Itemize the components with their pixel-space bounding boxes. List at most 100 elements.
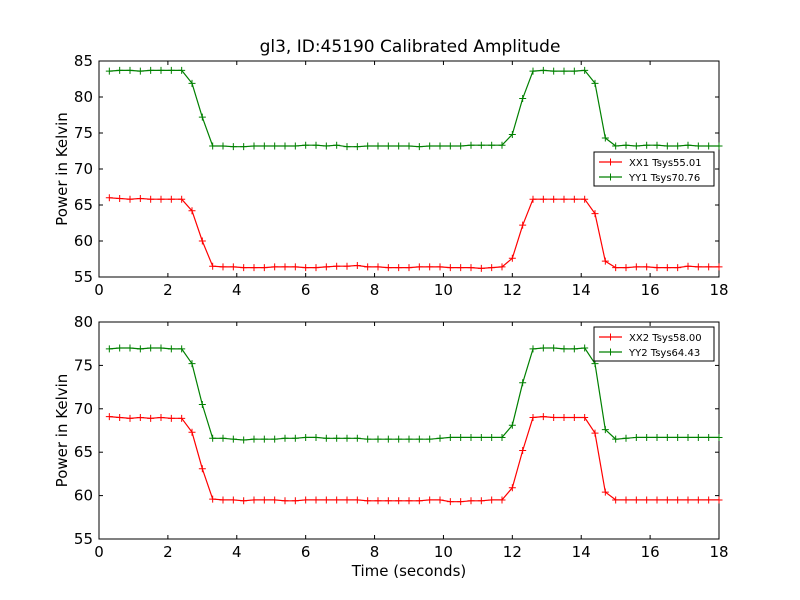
top-y-axis-label: Power in Kelvin — [53, 112, 71, 226]
top-data-point — [291, 142, 299, 150]
bottom-data-point — [395, 435, 403, 443]
top-legend-marker — [607, 173, 614, 181]
bottom-data-point — [312, 496, 320, 504]
bottom-data-point — [488, 433, 496, 441]
bottom-data-point — [384, 435, 392, 443]
top-data-point — [560, 195, 568, 203]
bottom-data-point — [105, 345, 113, 353]
bottom-data-point — [467, 497, 475, 505]
top-data-point — [581, 66, 589, 74]
bottom-data-point — [519, 446, 527, 454]
top-data-point — [302, 264, 310, 272]
bottom-data-point — [663, 496, 671, 504]
top-data-point — [467, 264, 475, 272]
top-data-point — [126, 66, 134, 74]
bottom-data-point — [188, 360, 196, 368]
top-data-point — [374, 263, 382, 271]
bottom-data-point — [643, 433, 651, 441]
bottom-data-point — [178, 414, 186, 422]
top-data-point — [632, 142, 640, 150]
bottom-data-point — [353, 434, 361, 442]
bottom-data-point — [684, 433, 692, 441]
top-data-point — [612, 264, 620, 272]
top-x-tick-label: 6 — [301, 281, 311, 299]
top-data-point — [198, 237, 206, 245]
top-data-point — [260, 264, 268, 272]
bottom-data-point — [715, 496, 723, 504]
top-data-point — [312, 141, 320, 149]
bottom-legend-marker — [607, 348, 614, 356]
top-data-point — [229, 143, 237, 151]
bottom-x-tick-label: 2 — [163, 543, 173, 561]
top-subplot: Power in Kelvin 0 2 4 6 8 10 12 14 16 18 55 60 65 70 7… — [53, 52, 729, 299]
top-data-point — [591, 210, 599, 218]
top-data-point — [147, 195, 155, 203]
bottom-data-point — [312, 433, 320, 441]
top-y-tick-label: 70 — [74, 160, 93, 178]
top-data-point — [715, 263, 723, 271]
top-data-point — [188, 207, 196, 215]
bottom-data-point — [219, 434, 227, 442]
top-data-point — [291, 263, 299, 271]
bottom-data-point — [271, 435, 279, 443]
bottom-data-point — [240, 436, 248, 444]
bottom-data-point — [136, 413, 144, 421]
bottom-data-point — [147, 414, 155, 422]
bottom-data-point — [105, 413, 113, 421]
top-data-point — [250, 264, 258, 272]
bottom-data-point — [178, 345, 186, 353]
top-data-point — [663, 264, 671, 272]
bottom-data-point — [622, 434, 630, 442]
bottom-data-point — [291, 434, 299, 442]
bottom-data-point — [643, 496, 651, 504]
top-data-point — [209, 262, 217, 270]
bottom-data-point — [705, 433, 713, 441]
bottom-y-tick-label: 75 — [74, 356, 93, 374]
bottom-data-point — [426, 435, 434, 443]
top-data-point — [467, 141, 475, 149]
top-data-point — [240, 143, 248, 151]
bottom-data-point — [498, 433, 506, 441]
bottom-data-point — [477, 497, 485, 505]
bottom-data-point — [705, 496, 713, 504]
top-data-point — [384, 142, 392, 150]
bottom-x-tick-label: 16 — [641, 543, 660, 561]
bottom-data-point — [374, 435, 382, 443]
bottom-x-tick-label: 12 — [503, 543, 522, 561]
top-legend-label: YY1 Tsys70.76 — [628, 173, 700, 184]
top-data-point — [550, 67, 558, 75]
bottom-data-point — [271, 496, 279, 504]
bottom-data-point — [653, 433, 661, 441]
bottom-data-point — [560, 413, 568, 421]
bottom-data-point — [508, 484, 516, 492]
top-data-point — [498, 141, 506, 149]
bottom-data-point — [436, 434, 444, 442]
top-data-point — [353, 261, 361, 269]
top-data-point — [715, 142, 723, 150]
bottom-data-point — [446, 498, 454, 506]
top-data-point — [157, 195, 165, 203]
top-data-point — [178, 195, 186, 203]
top-data-point — [105, 194, 113, 202]
top-data-point — [415, 263, 423, 271]
top-data-point — [395, 142, 403, 150]
top-data-point — [498, 263, 506, 271]
bottom-data-point — [364, 497, 372, 505]
bottom-data-point — [302, 433, 310, 441]
bottom-data-point — [260, 496, 268, 504]
bottom-data-point — [426, 496, 434, 504]
top-data-point — [457, 264, 465, 272]
top-data-point — [415, 143, 423, 151]
top-y-tick-label: 65 — [74, 196, 93, 214]
bottom-y-tick-label: 55 — [74, 530, 93, 548]
top-x-tick-label: 10 — [434, 281, 453, 299]
top-data-point — [684, 141, 692, 149]
bottom-data-point — [539, 344, 547, 352]
top-data-point — [364, 142, 372, 150]
top-data-point — [209, 142, 217, 150]
top-data-point — [436, 142, 444, 150]
bottom-data-point — [601, 426, 609, 434]
top-x-tick-label: 2 — [163, 281, 173, 299]
top-data-point — [519, 94, 527, 102]
bottom-data-point — [550, 413, 558, 421]
